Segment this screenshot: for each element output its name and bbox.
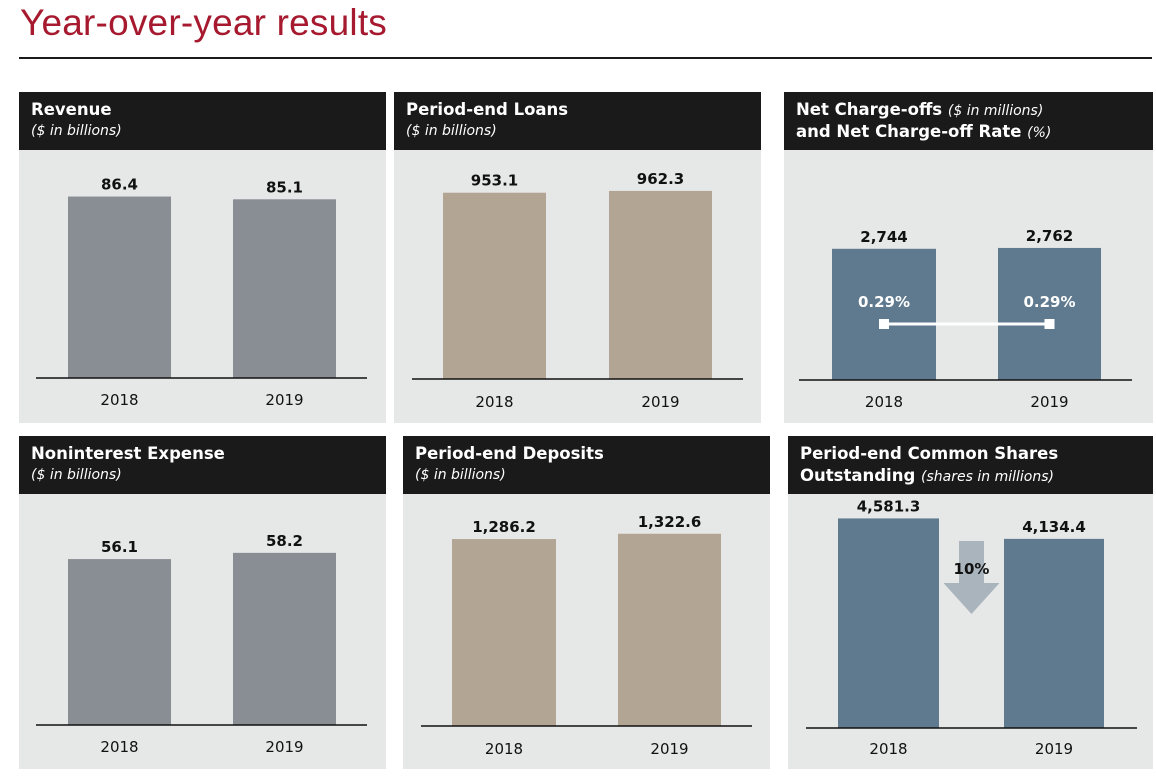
bar-2018: [443, 192, 546, 379]
bar-2018: [68, 196, 171, 378]
panel-title: Period-end Deposits: [415, 444, 604, 463]
panel-title-line2-unit: (%): [1027, 125, 1052, 141]
panel-title: Period-end Common Shares: [800, 444, 1059, 463]
loans-panel: Period-end Loans ($ in billions) 953.1 20…: [394, 92, 761, 423]
panel-subtitle: ($ in billions): [31, 123, 122, 139]
title-rule: [19, 57, 1152, 59]
panel-subtitle: ($ in billions): [406, 123, 497, 139]
change-label: 10%: [954, 560, 990, 578]
value-label: 58.2: [266, 532, 303, 550]
bar-2018: [832, 248, 936, 380]
loans-chart: 953.1 2018 962.3 2019: [412, 170, 743, 411]
value-label: 56.1: [101, 538, 138, 556]
value-label: 4,134.4: [1022, 518, 1086, 536]
common-shares-panel: Period-end Common Shares Outstanding (sh…: [788, 436, 1153, 769]
rate-label: 0.29%: [1023, 293, 1075, 311]
value-label: 1,322.6: [638, 513, 702, 531]
panel-subtitle: ($ in billions): [415, 467, 506, 483]
revenue-panel: Revenue ($ in billions) 86.4 2018 85.1 2019: [19, 92, 386, 423]
panel-header: Noninterest Expense ($ in billions): [19, 436, 386, 494]
noninterest-expense-chart: 56.1 2018 58.2 2019: [36, 532, 367, 756]
tick-label: 2018: [869, 740, 907, 758]
noninterest-expense-panel: Noninterest Expense ($ in billions) 56.1…: [19, 436, 386, 769]
panel-header: Period-end Deposits ($ in billions): [403, 436, 770, 494]
panel-title-line2-text: Outstanding: [800, 466, 916, 485]
down-arrow-icon: [943, 541, 1000, 614]
tick-label: 2019: [641, 393, 679, 411]
panel-subtitle: ($ in billions): [31, 467, 122, 483]
panel-title-line2-unit: (shares in millions): [921, 469, 1054, 485]
rate-label: 0.29%: [858, 293, 910, 311]
page-title: Year-over-year results: [20, 2, 388, 43]
value-label: 2,762: [1026, 227, 1073, 245]
panel-title-unit: ($ in millions): [947, 103, 1044, 119]
deposits-panel: Period-end Deposits ($ in billions) 1,28…: [403, 436, 770, 769]
tick-label: 2019: [265, 738, 303, 756]
tick-label: 2018: [100, 738, 138, 756]
tick-label: 2018: [865, 393, 903, 411]
panel-header: Period-end Common Shares Outstanding (sh…: [788, 436, 1153, 494]
revenue-chart: 86.4 2018 85.1 2019: [36, 176, 367, 409]
value-label: 962.3: [637, 170, 684, 188]
value-label: 4,581.3: [857, 497, 921, 515]
panel-title: Net Charge-offs ($ in millions): [796, 100, 1043, 119]
bar-2019: [233, 199, 336, 378]
tick-label: 2018: [475, 393, 513, 411]
value-label: 1,286.2: [472, 518, 536, 536]
panel-title-line2-text: and Net Charge-off Rate: [796, 122, 1022, 141]
bar-2019: [233, 552, 336, 725]
bar-2018: [838, 518, 939, 728]
value-label: 85.1: [266, 178, 303, 196]
panel-title-line2: and Net Charge-off Rate (%): [796, 122, 1051, 141]
panel-title: Noninterest Expense: [31, 444, 225, 463]
tick-label: 2018: [485, 740, 523, 758]
bar-2019: [609, 190, 712, 379]
bar-2019: [618, 533, 721, 726]
net-charge-offs-panel: Net Charge-offs ($ in millions) and Net …: [784, 92, 1153, 423]
panel-header: Net Charge-offs ($ in millions) and Net …: [784, 92, 1153, 150]
deposits-chart: 1,286.2 2018 1,322.6 2019: [421, 513, 752, 758]
tick-label: 2019: [1035, 740, 1073, 758]
bar-2018: [68, 559, 171, 725]
bar-2019: [998, 247, 1101, 380]
tick-label: 2019: [650, 740, 688, 758]
panel-header: Period-end Loans ($ in billions): [394, 92, 761, 150]
rate-point: [1044, 319, 1055, 329]
value-label: 2,744: [860, 228, 907, 246]
value-label: 86.4: [101, 176, 138, 194]
tick-label: 2019: [265, 391, 303, 409]
tick-label: 2018: [100, 391, 138, 409]
net-charge-offs-chart: 2,744 2018 2,762 2019 0.29% 0.29%: [799, 227, 1132, 411]
bar-2018: [452, 539, 556, 726]
panel-title-text: Net Charge-offs: [796, 100, 943, 119]
bar-2019: [1004, 538, 1104, 728]
panel-title-line2: Outstanding (shares in millions): [800, 466, 1054, 485]
common-shares-chart: 4,581.3 2018 4,134.4 2019 10%: [806, 497, 1137, 758]
rate-point: [879, 319, 889, 329]
panel-title: Revenue: [31, 100, 112, 119]
panel-title: Period-end Loans: [406, 100, 569, 119]
tick-label: 2019: [1030, 393, 1068, 411]
value-label: 953.1: [471, 172, 518, 190]
panel-header: Revenue ($ in billions): [19, 92, 386, 150]
